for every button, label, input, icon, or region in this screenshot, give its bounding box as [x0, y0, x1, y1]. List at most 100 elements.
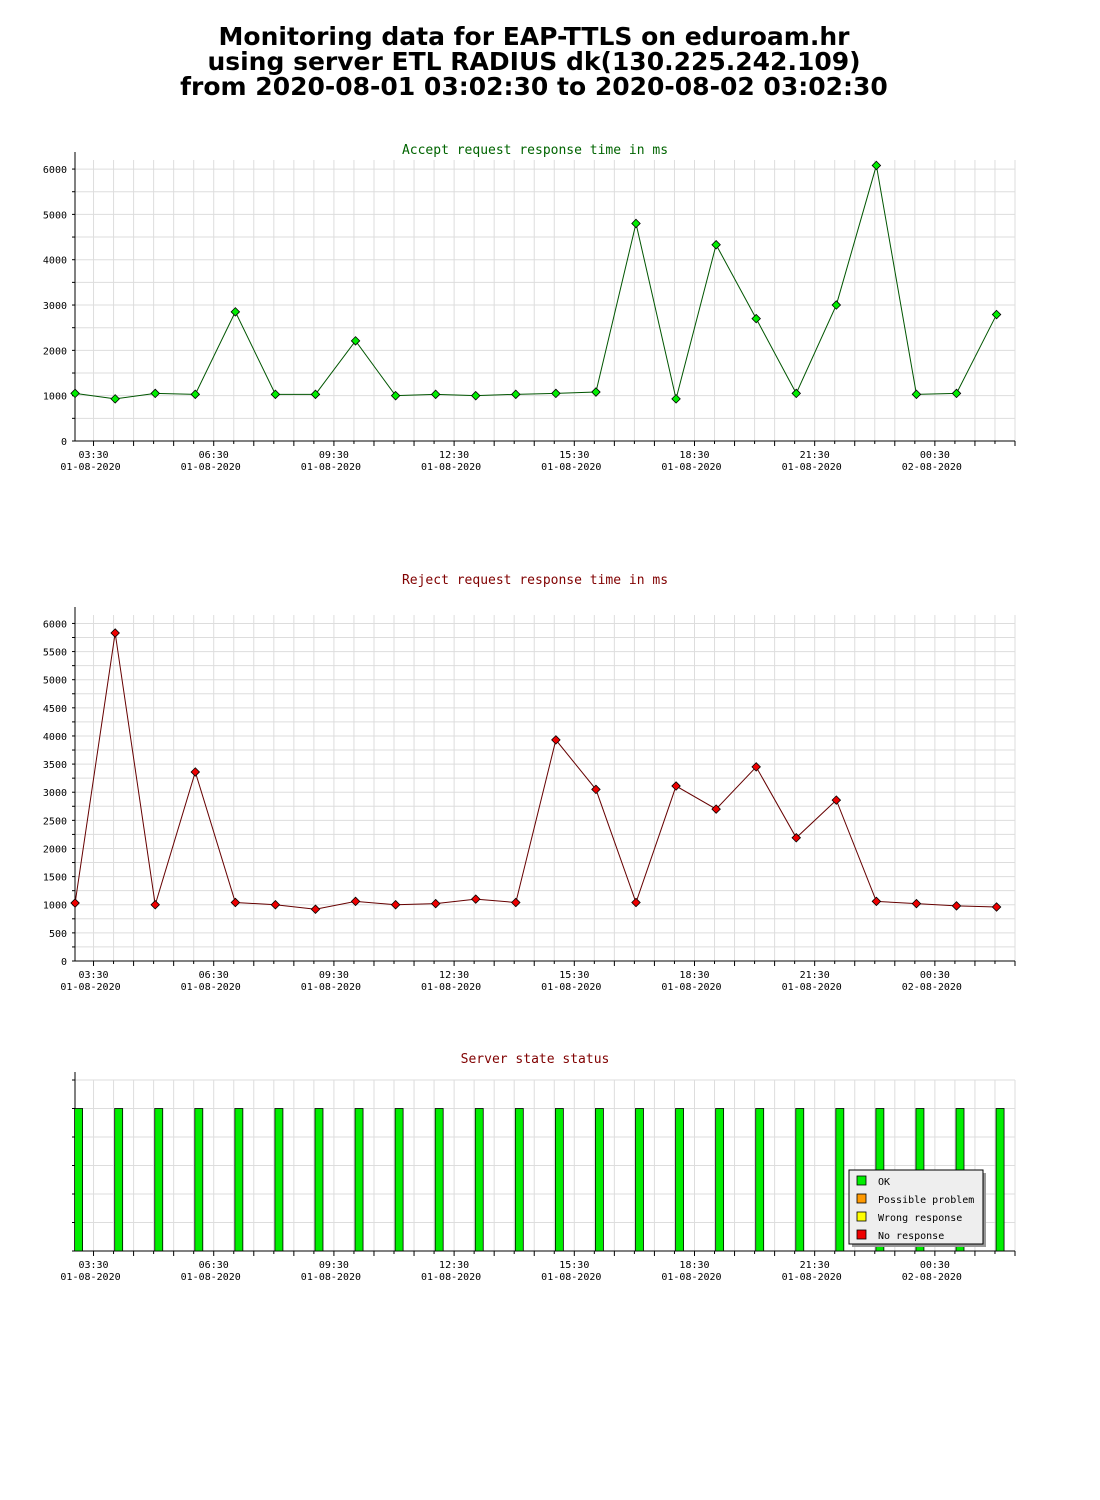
- page-title-line-2: using server ETL RADIUS dk(130.225.242.1…: [207, 47, 861, 76]
- status-bar: [234, 1108, 244, 1252]
- x-tick-label-time: 06:30: [199, 970, 229, 981]
- data-point: [591, 784, 601, 795]
- legend-swatch: [856, 1175, 867, 1186]
- data-point: [711, 239, 721, 250]
- series-line: [75, 165, 998, 400]
- data-point: [70, 388, 80, 399]
- status-bar: [554, 1108, 564, 1252]
- legend-label: Wrong response: [878, 1213, 962, 1224]
- status-bar: [354, 1108, 364, 1252]
- status-bar: [995, 1108, 1005, 1252]
- x-tick-label-time: 12:30: [439, 970, 469, 981]
- x-tick-label-time: 18:30: [679, 1260, 709, 1271]
- x-tick-label-time: 03:30: [78, 970, 108, 981]
- data-point: [350, 896, 361, 907]
- y-tick-label: 2000: [43, 346, 67, 357]
- page-title-line-1: Monitoring data for EAP-TTLS on eduroam.…: [218, 22, 850, 51]
- x-tick-label-time: 18:30: [679, 970, 709, 981]
- x-tick-label-date: 01-08-2020: [60, 462, 120, 473]
- data-point: [911, 898, 922, 909]
- data-point: [430, 389, 441, 400]
- x-tick-label-time: 21:30: [800, 1260, 830, 1271]
- x-tick-label-date: 01-08-2020: [421, 1272, 481, 1283]
- data-point: [190, 389, 201, 400]
- data-point: [991, 902, 1002, 912]
- status-bar: [154, 1108, 164, 1252]
- data-point: [511, 389, 521, 400]
- legend-swatch: [856, 1211, 867, 1222]
- x-tick-label-date: 01-08-2020: [782, 982, 842, 993]
- x-tick-label-date: 01-08-2020: [541, 462, 601, 473]
- chart-title: Reject request response time in ms: [402, 573, 668, 588]
- x-tick-label-date: 02-08-2020: [902, 462, 962, 473]
- status-bar: [635, 1108, 644, 1252]
- data-point: [70, 898, 80, 908]
- x-tick-label-time: 00:30: [920, 1260, 950, 1271]
- data-point: [991, 309, 1002, 320]
- data-point: [831, 795, 842, 805]
- x-tick-label-date: 01-08-2020: [421, 462, 481, 473]
- page-title-line-3: from 2020-08-01 03:02:30 to 2020-08-02 0…: [180, 72, 888, 101]
- data-point: [470, 390, 481, 401]
- x-tick-label-date: 01-08-2020: [661, 1272, 721, 1283]
- status-bar: [835, 1108, 845, 1252]
- data-point: [310, 389, 321, 400]
- data-point: [390, 390, 401, 401]
- data-point: [871, 160, 882, 171]
- x-tick-label-date: 01-08-2020: [181, 1272, 241, 1283]
- data-point: [350, 336, 361, 346]
- data-point: [671, 781, 681, 791]
- data-point: [671, 394, 681, 404]
- y-tick-label: 0: [61, 957, 67, 968]
- x-tick-label-date: 01-08-2020: [181, 982, 241, 993]
- status-bar: [474, 1108, 484, 1252]
- series-line: [74, 632, 997, 910]
- x-tick-label-date: 01-08-2020: [301, 1272, 361, 1283]
- data-point: [110, 628, 120, 638]
- y-tick-label: 1000: [43, 392, 67, 403]
- data-point: [470, 894, 481, 904]
- x-tick-label-time: 12:30: [439, 1260, 469, 1271]
- legend-label: OK: [878, 1177, 890, 1188]
- data-point: [631, 218, 641, 229]
- x-tick-label-time: 12:30: [439, 450, 469, 461]
- status-bar: [394, 1108, 404, 1252]
- data-point: [751, 762, 761, 772]
- y-tick-label: 1500: [43, 873, 67, 884]
- x-tick-label-date: 01-08-2020: [661, 462, 721, 473]
- y-tick-label: 0: [61, 437, 67, 448]
- x-tick-label-time: 21:30: [800, 970, 830, 981]
- chart-status: Server state status03:3001-08-202006:300…: [60, 1052, 1016, 1283]
- data-point: [430, 898, 441, 909]
- x-tick-label-time: 03:30: [78, 450, 108, 461]
- x-tick-label-date: 02-08-2020: [902, 1272, 962, 1283]
- x-tick-label-date: 01-08-2020: [541, 1272, 601, 1283]
- x-tick-label-time: 15:30: [559, 970, 589, 981]
- x-tick-label-date: 02-08-2020: [902, 982, 962, 993]
- x-tick-label-date: 01-08-2020: [301, 982, 361, 993]
- data-point: [791, 388, 802, 399]
- x-tick-label-time: 03:30: [78, 1260, 108, 1271]
- status-bar: [434, 1108, 444, 1252]
- status-bar: [74, 1108, 84, 1252]
- status-bar: [274, 1108, 284, 1252]
- y-tick-label: 3000: [43, 301, 67, 312]
- x-tick-label-date: 01-08-2020: [60, 1272, 120, 1283]
- x-tick-label-time: 09:30: [319, 970, 349, 981]
- y-tick-label: 5000: [43, 210, 67, 221]
- y-tick-label: 500: [49, 929, 67, 940]
- data-point: [791, 833, 802, 843]
- x-tick-label-date: 01-08-2020: [782, 1272, 842, 1283]
- data-point: [551, 735, 561, 745]
- x-tick-label-date: 01-08-2020: [301, 462, 361, 473]
- data-point: [951, 901, 962, 911]
- chart-reject: Reject request response time in ms 0 500 10…: [43, 573, 1016, 993]
- data-point: [591, 387, 601, 397]
- x-tick-label-date: 01-08-2020: [181, 462, 241, 473]
- y-tick-label: 5000: [43, 676, 67, 687]
- x-tick-label-time: 15:30: [559, 450, 589, 461]
- data-point: [230, 897, 241, 908]
- y-tick-label: 6000: [43, 165, 67, 176]
- data-point: [871, 896, 882, 907]
- data-point: [911, 389, 922, 400]
